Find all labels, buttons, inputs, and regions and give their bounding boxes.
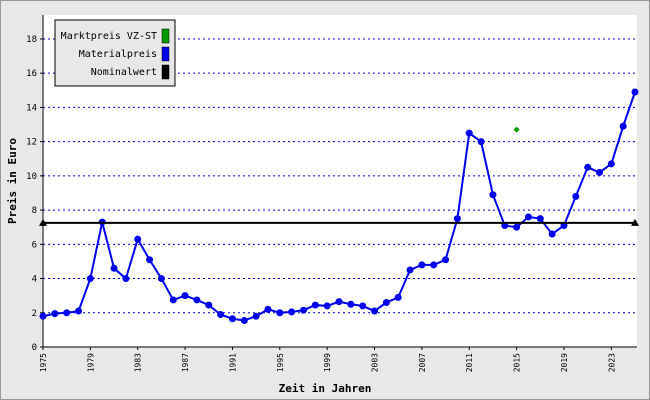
point bbox=[418, 261, 426, 269]
x-tick-label: 2023 bbox=[607, 353, 616, 372]
point bbox=[524, 213, 532, 221]
y-tick-label: 2 bbox=[32, 309, 37, 319]
y-tick-label: 4 bbox=[32, 275, 37, 285]
point bbox=[39, 312, 47, 320]
y-tick-label: 18 bbox=[26, 35, 37, 45]
point bbox=[465, 129, 473, 137]
y-tick-label: 10 bbox=[26, 172, 37, 182]
point bbox=[347, 300, 355, 308]
x-tick-label: 2015 bbox=[513, 353, 522, 372]
point bbox=[146, 256, 154, 264]
legend-box bbox=[54, 19, 176, 87]
point bbox=[619, 122, 627, 130]
point bbox=[288, 308, 296, 316]
point bbox=[86, 275, 94, 283]
point bbox=[572, 192, 580, 200]
point bbox=[513, 126, 520, 133]
legend-swatch bbox=[161, 46, 170, 62]
point bbox=[335, 298, 343, 306]
point bbox=[240, 316, 248, 324]
x-tick-label: 1979 bbox=[86, 353, 95, 372]
point bbox=[181, 292, 189, 300]
point bbox=[311, 301, 319, 309]
point bbox=[548, 230, 556, 238]
point bbox=[595, 168, 603, 176]
point bbox=[134, 235, 142, 243]
x-tick-label: 1991 bbox=[228, 353, 237, 372]
x-tick-label: 2007 bbox=[418, 353, 427, 372]
point bbox=[205, 301, 213, 309]
point bbox=[584, 163, 592, 171]
point bbox=[51, 310, 59, 318]
y-tick-label: 6 bbox=[32, 240, 37, 250]
point bbox=[169, 296, 177, 304]
point bbox=[299, 306, 307, 314]
point bbox=[406, 266, 414, 274]
point bbox=[252, 312, 260, 320]
point bbox=[63, 309, 71, 317]
point bbox=[430, 261, 438, 269]
point bbox=[489, 191, 497, 199]
x-tick-label: 1999 bbox=[323, 353, 332, 372]
y-tick-label: 16 bbox=[26, 69, 37, 79]
point bbox=[264, 305, 272, 313]
point bbox=[477, 138, 485, 146]
x-axis-label: Zeit in Jahren bbox=[279, 382, 372, 395]
y-tick-label: 12 bbox=[26, 138, 37, 148]
x-tick-label: 2011 bbox=[465, 353, 474, 372]
point bbox=[442, 256, 450, 264]
point bbox=[394, 293, 402, 301]
y-tick-label: 8 bbox=[32, 206, 37, 216]
point bbox=[513, 223, 521, 231]
point bbox=[382, 299, 390, 307]
legend-swatch bbox=[161, 64, 170, 80]
x-tick-label: 1987 bbox=[181, 353, 190, 372]
legend-label: Nominalwert bbox=[91, 67, 157, 78]
y-tick-label: 14 bbox=[26, 103, 37, 113]
point bbox=[359, 302, 367, 310]
legend-label: Marktpreis VZ-ST bbox=[61, 31, 157, 42]
x-tick-label: 2019 bbox=[560, 353, 569, 372]
point bbox=[276, 309, 284, 317]
point bbox=[453, 215, 461, 223]
y-axis-label: Preis in Euro bbox=[6, 138, 19, 224]
point bbox=[631, 218, 639, 226]
point bbox=[193, 296, 201, 304]
point bbox=[122, 275, 130, 283]
point bbox=[228, 315, 236, 323]
point bbox=[75, 307, 83, 315]
legend-swatch bbox=[161, 28, 170, 44]
point bbox=[607, 160, 615, 168]
point bbox=[371, 307, 379, 315]
legend: Marktpreis VZ-ST Materialpreis Nominalwert bbox=[54, 19, 176, 87]
point bbox=[631, 88, 639, 96]
legend-label: Materialpreis bbox=[79, 49, 157, 60]
x-tick-label: 2003 bbox=[371, 353, 380, 372]
y-tick-label: 0 bbox=[32, 343, 37, 353]
x-tick-label: 1975 bbox=[39, 353, 48, 372]
point bbox=[217, 310, 225, 318]
point bbox=[536, 215, 544, 223]
point bbox=[110, 264, 118, 272]
x-tick-label: 1983 bbox=[134, 353, 143, 372]
point bbox=[39, 218, 47, 226]
point bbox=[323, 302, 331, 310]
x-tick-label: 1995 bbox=[276, 353, 285, 372]
point bbox=[157, 275, 165, 283]
